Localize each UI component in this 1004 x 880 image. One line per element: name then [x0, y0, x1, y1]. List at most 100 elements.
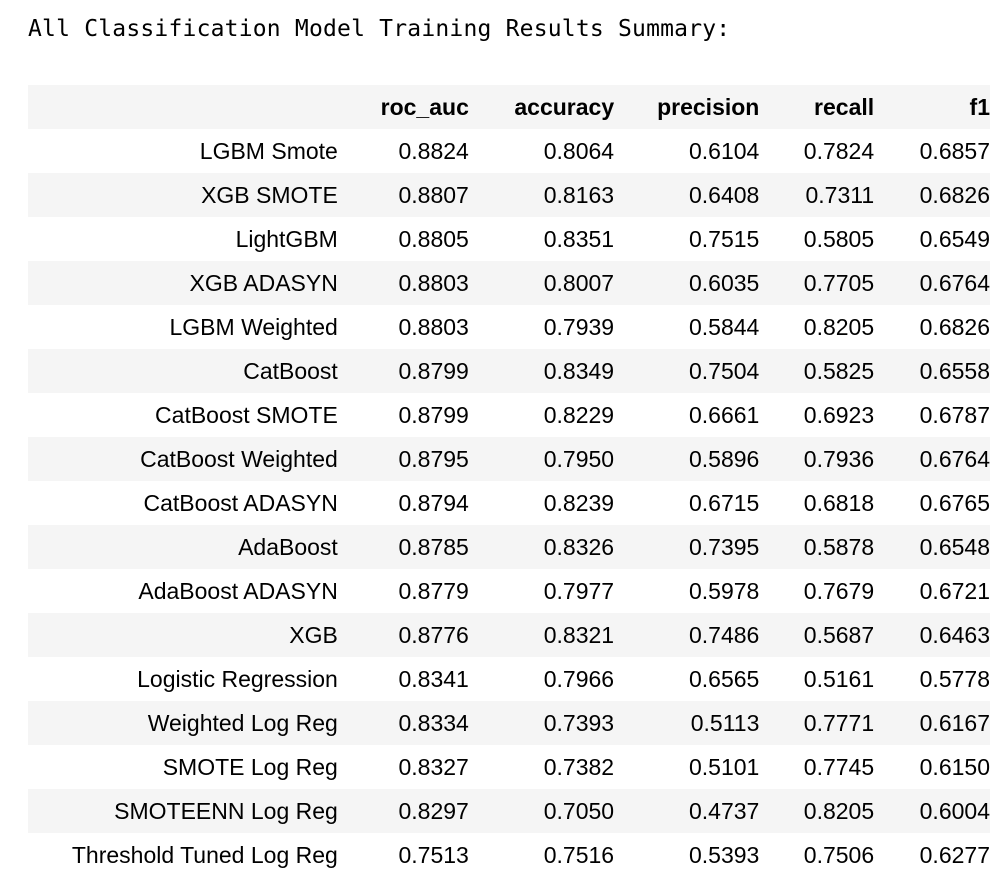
column-header-recall: recall — [814, 93, 875, 120]
cell-roc-auc: 0.7513 — [398, 841, 469, 868]
cell-precision: 0.7504 — [689, 357, 760, 384]
cell-f1: 0.6558 — [919, 357, 990, 384]
row-label-model: Logistic Regression — [137, 665, 338, 692]
row-label-model: XGB ADASYN — [189, 269, 338, 296]
cell-precision: 0.5896 — [689, 445, 760, 472]
cell-recall: 0.7936 — [803, 445, 875, 472]
cell-accuracy: 0.8239 — [543, 489, 615, 516]
cell-f1: 0.6548 — [919, 533, 990, 560]
cell-f1: 0.6826 — [919, 313, 990, 340]
cell-roc-auc: 0.8803 — [398, 313, 469, 340]
table-row: Logistic Regression 0.8341 0.7966 0.6565 0.5… — [28, 657, 990, 701]
cell-recall: 0.7679 — [803, 577, 875, 604]
row-label-model: Threshold Tuned Log Reg — [71, 841, 338, 868]
row-label-model: AdaBoost — [238, 533, 338, 560]
row-label-model: XGB — [289, 621, 338, 648]
row-label-model: SMOTEENN Log Reg — [114, 797, 338, 824]
cell-f1: 0.6150 — [919, 753, 990, 780]
cell-roc-auc: 0.8327 — [398, 753, 469, 780]
row-label-model: LGBM Smote — [199, 137, 338, 164]
cell-accuracy: 0.8229 — [543, 401, 615, 428]
cell-accuracy: 0.7393 — [543, 709, 615, 736]
cell-roc-auc: 0.8795 — [398, 445, 469, 472]
cell-f1: 0.6721 — [919, 577, 990, 604]
index-header — [28, 85, 338, 129]
row-label-model: SMOTE Log Reg — [162, 753, 338, 780]
cell-f1: 0.6764 — [919, 269, 990, 296]
cell-accuracy: 0.8326 — [543, 533, 615, 560]
cell-precision: 0.6661 — [689, 401, 760, 428]
cell-recall: 0.5161 — [803, 665, 875, 692]
cell-roc-auc: 0.8785 — [398, 533, 469, 560]
cell-accuracy: 0.7977 — [543, 577, 615, 604]
cell-precision: 0.7515 — [689, 225, 760, 252]
cell-roc-auc: 0.8776 — [398, 621, 469, 648]
cell-precision: 0.5844 — [689, 313, 760, 340]
cell-precision: 0.5393 — [689, 841, 760, 868]
cell-precision: 0.6408 — [689, 181, 760, 208]
column-header-precision: precision — [657, 93, 760, 120]
cell-roc-auc: 0.8803 — [398, 269, 469, 296]
cell-precision: 0.6715 — [689, 489, 760, 516]
cell-roc-auc: 0.8794 — [398, 489, 469, 516]
column-header-roc-auc: roc_auc — [380, 93, 469, 120]
table-row: CatBoost 0.8799 0.8349 0.7504 0.5825 0.6558 — [28, 349, 990, 393]
cell-precision: 0.7395 — [689, 533, 760, 560]
table-row: SMOTE Log Reg 0.8327 0.7382 0.5101 0.7745 0.6… — [28, 745, 990, 789]
cell-roc-auc: 0.8779 — [398, 577, 469, 604]
table-row: AdaBoost ADASYN 0.8779 0.7977 0.5978 0.7679 0… — [28, 569, 990, 613]
cell-precision: 0.6565 — [689, 665, 760, 692]
cell-f1: 0.6787 — [919, 401, 990, 428]
table-row: Weighted Log Reg 0.8334 0.7393 0.5113 0.7771… — [28, 701, 990, 745]
cell-accuracy: 0.8007 — [543, 269, 615, 296]
cell-accuracy: 0.8163 — [543, 181, 615, 208]
cell-recall: 0.5825 — [803, 357, 875, 384]
cell-recall: 0.7745 — [803, 753, 875, 780]
cell-precision: 0.6104 — [689, 137, 760, 164]
cell-precision: 0.5101 — [689, 753, 760, 780]
row-label-model: CatBoost Weighted — [140, 445, 338, 472]
cell-accuracy: 0.8349 — [543, 357, 615, 384]
cell-roc-auc: 0.8799 — [398, 401, 469, 428]
cell-recall: 0.7506 — [803, 841, 875, 868]
table-row: LGBM Weighted 0.8803 0.7939 0.5844 0.8205 0.6… — [28, 305, 990, 349]
table-row: SMOTEENN Log Reg 0.8297 0.7050 0.4737 0.8205… — [28, 789, 990, 833]
column-header-accuracy: accuracy — [514, 93, 615, 120]
cell-recall: 0.7705 — [803, 269, 875, 296]
cell-roc-auc: 0.8297 — [398, 797, 469, 824]
table-row: CatBoost ADASYN 0.8794 0.8239 0.6715 0.6818 0… — [28, 481, 990, 525]
results-table: roc_auc accuracy precision recall f1 LGB… — [28, 85, 990, 877]
cell-accuracy: 0.7516 — [543, 841, 615, 868]
table-row: LGBM Smote 0.8824 0.8064 0.6104 0.7824 0.6857 — [28, 129, 990, 173]
table-header-row: roc_auc accuracy precision recall f1 — [28, 85, 990, 129]
cell-recall: 0.5878 — [803, 533, 875, 560]
cell-roc-auc: 0.8334 — [398, 709, 469, 736]
cell-f1: 0.6764 — [919, 445, 990, 472]
output-heading: All Classification Model Training Result… — [28, 16, 731, 42]
table-row: CatBoost Weighted 0.8795 0.7950 0.5896 0.793… — [28, 437, 990, 481]
cell-f1: 0.6167 — [919, 709, 990, 736]
cell-recall: 0.8205 — [803, 313, 875, 340]
cell-precision: 0.5978 — [689, 577, 760, 604]
row-label-model: AdaBoost ADASYN — [138, 577, 338, 604]
cell-roc-auc: 0.8799 — [398, 357, 469, 384]
cell-recall: 0.5805 — [803, 225, 875, 252]
row-label-model: Weighted Log Reg — [147, 709, 338, 736]
cell-recall: 0.7771 — [803, 709, 875, 736]
table-row: Threshold Tuned Log Reg 0.7513 0.7516 0.539… — [28, 833, 990, 877]
cell-recall: 0.7311 — [805, 181, 875, 208]
cell-roc-auc: 0.8341 — [398, 665, 469, 692]
column-header-f1: f1 — [969, 93, 990, 120]
row-label-model: CatBoost — [243, 357, 338, 384]
cell-accuracy: 0.7050 — [543, 797, 615, 824]
cell-accuracy: 0.7939 — [543, 313, 615, 340]
row-label-model: CatBoost SMOTE — [155, 401, 338, 428]
table-row: XGB SMOTE 0.8807 0.8163 0.6408 0.7311 0.6826 — [28, 173, 990, 217]
cell-f1: 0.5778 — [919, 665, 990, 692]
cell-accuracy: 0.7382 — [543, 753, 615, 780]
cell-accuracy: 0.7966 — [543, 665, 615, 692]
table-row: CatBoost SMOTE 0.8799 0.8229 0.6661 0.6923 0.… — [28, 393, 990, 437]
cell-accuracy: 0.7950 — [543, 445, 615, 472]
table-row: XGB 0.8776 0.8321 0.7486 0.5687 0.6463 — [28, 613, 990, 657]
cell-precision: 0.6035 — [689, 269, 760, 296]
